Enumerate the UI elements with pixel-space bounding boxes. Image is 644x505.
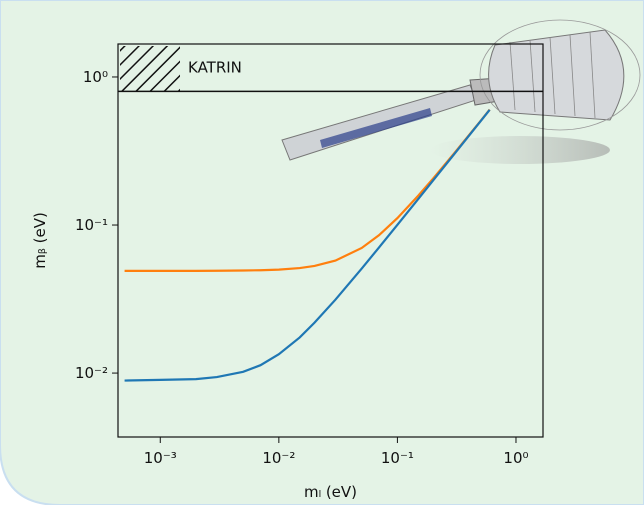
plot-frame bbox=[117, 43, 544, 438]
katrin-hatch bbox=[120, 46, 180, 92]
x-axis-label: mₗ (eV) bbox=[304, 483, 357, 501]
y-tick-label: 10⁰ bbox=[83, 68, 108, 86]
x-tick-label: 10⁰ bbox=[503, 449, 528, 467]
series-line bbox=[124, 109, 491, 382]
y-tick-label: 10⁻² bbox=[75, 364, 108, 382]
y-axis-label: mᵦ (eV) bbox=[31, 212, 49, 269]
apparatus bbox=[281, 19, 641, 164]
katrin-label: KATRIN bbox=[188, 59, 242, 77]
x-tick-label: 10⁻¹ bbox=[381, 449, 414, 467]
y-tick-label: 10⁻¹ bbox=[75, 216, 108, 234]
x-tick-label: 10⁻² bbox=[262, 449, 295, 467]
x-tick-label: 10⁻³ bbox=[144, 449, 177, 467]
